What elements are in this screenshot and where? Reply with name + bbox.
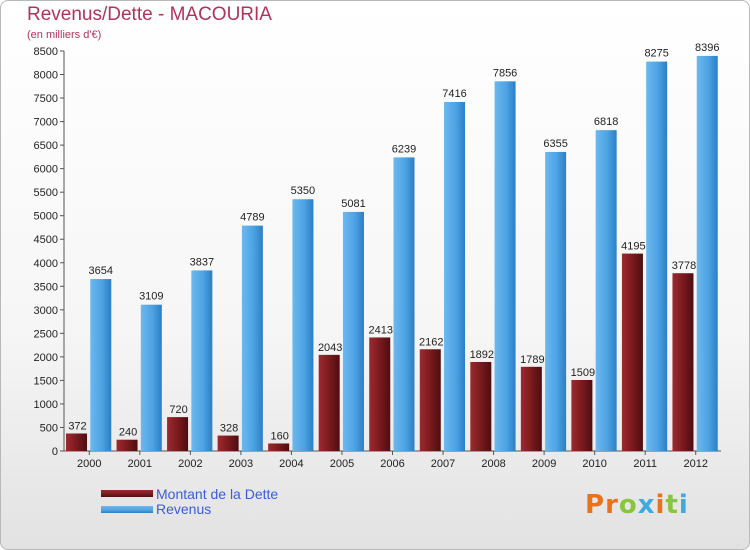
legend-label-debt: Montant de la Dette [156,486,279,502]
revenue-value-label: 5081 [341,198,365,210]
y-tick-label: 5000 [34,211,58,223]
logo-letter: o [618,490,638,520]
debt-value-label: 720 [169,404,187,416]
chart-subtitle: (en milliers d'€) [27,29,102,41]
x-tick-label: 2002 [178,458,202,470]
x-tick-label: 2011 [633,458,657,470]
logo-letter: i [655,490,666,520]
revenue-value-label: 8396 [695,42,719,54]
debt-value-label: 3778 [672,260,696,272]
debt-bar [470,361,492,451]
debt-value-label: 1509 [571,367,595,379]
debt-value-label: 2413 [368,324,392,336]
revenue-bar [444,102,466,451]
x-tick-label: 2000 [77,458,101,470]
debt-bar [217,435,239,451]
legend-label-revenue: Revenus [156,501,212,517]
x-tick-label: 2010 [582,458,606,470]
y-tick-label: 1000 [34,399,58,411]
debt-value-label: 160 [270,430,288,442]
revenue-bar [140,304,162,451]
debt-bar [318,354,340,451]
debt-bar [419,349,441,451]
logo-letter: t [665,490,679,520]
debt-bar [66,433,87,451]
debt-value-label: 1892 [470,349,494,361]
y-tick-label: 6000 [34,164,58,176]
revenue-value-label: 6239 [392,143,416,155]
debt-bar [520,366,542,451]
revenue-value-label: 8275 [644,48,668,60]
x-tick-label: 2003 [229,458,253,470]
revenue-value-label: 6355 [543,138,567,150]
debt-bar [672,273,694,451]
x-tick-label: 2005 [330,458,354,470]
y-tick-label: 1500 [34,375,58,387]
debt-value-label: 2162 [419,336,443,348]
debt-bar [571,379,593,451]
y-tick-label: 8500 [34,46,58,58]
x-tick-label: 2004 [279,458,303,470]
revenue-bar [241,225,263,451]
revenue-bar [292,199,314,451]
y-tick-label: 3000 [34,305,58,317]
revenue-bar [393,157,415,451]
debt-value-label: 240 [119,427,137,439]
revenue-bar [646,61,668,452]
logo-letter: P [585,490,606,520]
y-tick-label: 500 [40,422,58,434]
debt-value-label: 4195 [621,241,645,253]
logo-letter: r [605,490,619,520]
legend-swatch-revenue [101,506,153,513]
revenue-bar [90,279,112,451]
revenue-value-label: 3654 [89,265,113,277]
debt-bar [167,417,189,451]
debt-bar [116,439,138,451]
x-tick-label: 2001 [128,458,152,470]
y-tick-label: 6500 [34,140,58,152]
debt-value-label: 1789 [520,354,544,366]
x-tick-label: 2007 [431,458,455,470]
revenue-bar [696,55,718,452]
x-tick-label: 2009 [532,458,556,470]
logo-letter: x [637,490,656,520]
y-tick-label: 4000 [34,258,58,270]
revenue-value-label: 7856 [493,67,517,79]
y-tick-label: 2000 [34,352,58,364]
revenue-bar [494,81,516,452]
revenue-bar [191,270,213,451]
logo-letter: i [678,490,689,520]
y-tick-label: 7000 [34,117,58,129]
y-tick-label: 3500 [34,281,58,293]
debt-bar [369,337,391,451]
debt-value-label: 2043 [318,342,342,354]
y-tick-label: 4500 [34,234,58,246]
chart-title: Revenus/Dette - MACOURIA [27,4,272,25]
x-tick-label: 2006 [380,458,404,470]
revenue-value-label: 3837 [190,256,214,268]
revenue-value-label: 3109 [139,291,163,303]
y-tick-label: 7500 [34,93,58,105]
y-tick-label: 0 [52,446,58,458]
debt-bar [268,443,290,451]
revenue-bar [595,130,617,451]
y-tick-label: 8000 [34,70,58,82]
debt-value-label: 328 [220,423,238,435]
revenue-value-label: 4789 [240,212,264,224]
legend-swatch-debt [101,490,153,497]
x-tick-label: 2008 [481,458,505,470]
debt-bar [621,253,643,451]
revenue-bar [342,211,364,451]
y-tick-label: 2500 [34,328,58,340]
proxiti-logo: Proxiti [585,490,689,520]
revenue-value-label: 5350 [291,185,315,197]
debt-value-label: 372 [68,420,86,432]
revenue-value-label: 6818 [594,116,618,128]
revenue-value-label: 7416 [442,88,466,100]
y-tick-label: 5500 [34,187,58,199]
x-tick-label: 2012 [683,458,707,470]
revenue-bar [545,151,567,452]
